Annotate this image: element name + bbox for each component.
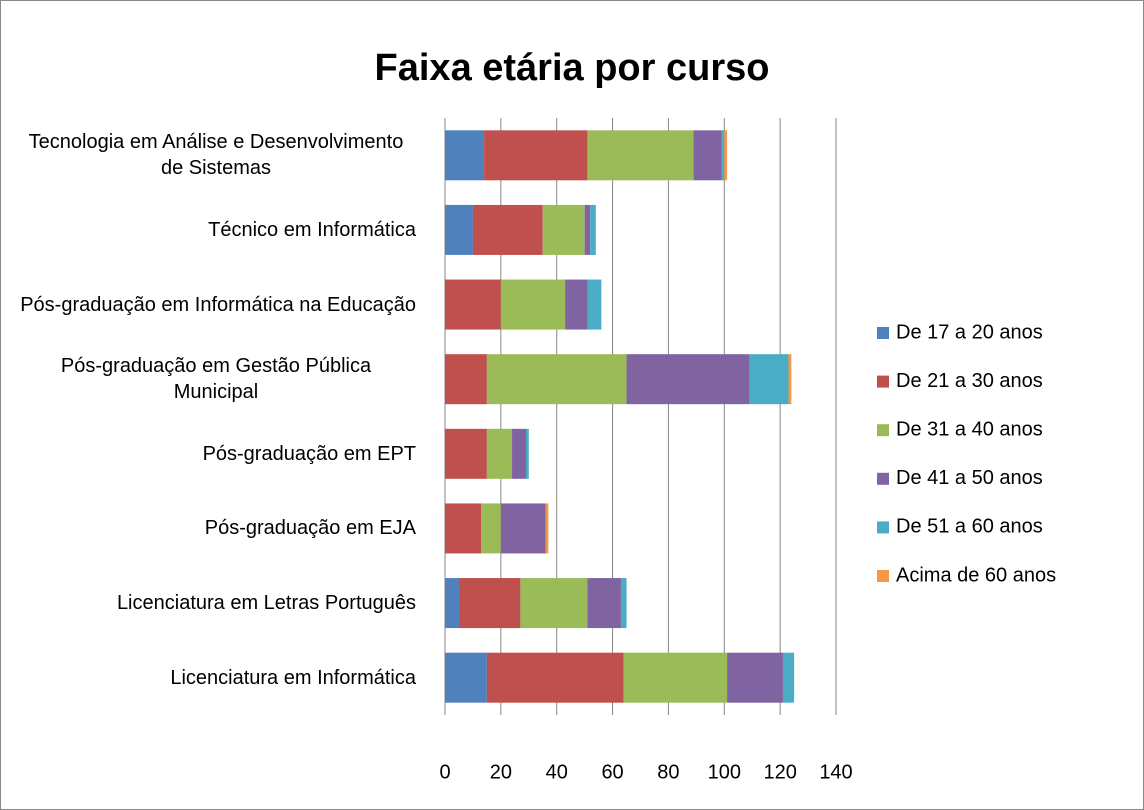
bar-segment	[721, 130, 725, 181]
x-tick-label: 120	[763, 761, 796, 783]
legend-swatch	[877, 570, 889, 582]
bar-segment	[445, 503, 482, 554]
bar-segment	[693, 130, 722, 181]
y-tick-text: Licenciatura em Informática	[170, 666, 416, 689]
bar-segment	[484, 130, 588, 181]
x-tick-label: 40	[546, 761, 568, 783]
bar-segment	[445, 428, 487, 479]
bar-segment	[587, 279, 602, 330]
x-tick-label: 60	[601, 761, 623, 783]
y-tick-label: Licenciatura em Letras Português	[16, 590, 416, 616]
y-tick-text: Pós-graduação em Informática na Educação	[20, 293, 416, 316]
bar-segment	[788, 354, 792, 405]
x-tick-label: 100	[708, 761, 741, 783]
bar-segment	[445, 204, 473, 255]
bar-segment	[565, 279, 588, 330]
bar-segment	[542, 204, 585, 255]
bar-segment	[500, 279, 566, 330]
bar-segment	[445, 578, 459, 629]
legend-label: De 21 a 30 anos	[896, 370, 1043, 392]
bar-segment	[445, 354, 487, 405]
bar-segment	[626, 354, 750, 405]
legend-label: De 31 a 40 anos	[896, 418, 1043, 440]
y-tick-text: Pós-graduação em EJA	[204, 517, 416, 540]
bar-segment	[486, 354, 627, 405]
chart-title: Faixa etária por curso	[375, 47, 770, 89]
bar-segment	[620, 578, 627, 629]
bar-segment	[590, 204, 596, 255]
legend-swatch	[877, 375, 889, 388]
x-tick-label: 20	[490, 761, 512, 783]
bar-segment	[481, 503, 501, 554]
bar-segment	[512, 428, 526, 479]
y-tick-text: Tecnologia em Análise e Desenvolvimento …	[28, 131, 404, 180]
x-tick-label: 80	[657, 761, 679, 783]
y-tick-label: Pós-graduação em Gestão Pública Municipa…	[16, 353, 416, 405]
y-tick-text: Pós-graduação em EPT	[202, 442, 416, 465]
legend-label: Acima de 60 anos	[896, 564, 1056, 586]
y-tick-label: Pós-graduação em EPT	[16, 441, 416, 467]
legend-swatch	[877, 327, 889, 339]
bar-segment	[587, 130, 694, 181]
bar-segment	[545, 503, 549, 554]
bar-segment	[782, 652, 795, 703]
legend-label: De 41 a 50 anos	[896, 467, 1043, 489]
y-tick-label: Pós-graduação em EJA	[16, 515, 416, 541]
legend-label: De 17 a 20 anos	[896, 321, 1043, 343]
y-tick-label: Técnico em Informática	[16, 217, 416, 243]
x-tick-label: 0	[439, 761, 450, 783]
bar-segment	[500, 503, 546, 554]
bar-segment	[486, 652, 624, 703]
y-tick-text: Pós-graduação em Gestão Pública Municipa…	[60, 355, 372, 404]
y-tick-label: Licenciatura em Informática	[16, 665, 416, 691]
bar-segment	[584, 204, 591, 255]
y-tick-label: Tecnologia em Análise e Desenvolvimento …	[16, 129, 416, 181]
bar-segment	[486, 428, 513, 479]
bar-segment	[525, 428, 529, 479]
bar-segment	[445, 130, 485, 181]
bar-segment	[727, 652, 783, 703]
legend-swatch	[877, 424, 889, 437]
bar-segment	[472, 204, 543, 255]
bar-segment	[587, 578, 621, 629]
bar-segment	[724, 130, 728, 181]
bar-segment	[623, 652, 728, 703]
y-tick-text: Licenciatura em Letras Português	[116, 592, 416, 615]
bar-segment	[520, 578, 588, 629]
bar-segment	[445, 652, 487, 703]
legend-swatch	[877, 472, 889, 485]
y-tick-text: Técnico em Informática	[208, 218, 416, 241]
legend-swatch	[877, 521, 889, 534]
bar-segment	[749, 354, 789, 405]
x-tick-label: 140	[819, 761, 852, 783]
legend-label: De 51 a 60 anos	[896, 516, 1043, 538]
y-tick-label: Pós-graduação em Informática na Educação	[16, 292, 416, 318]
bar-segment	[445, 279, 501, 330]
bar-segment	[458, 578, 521, 629]
